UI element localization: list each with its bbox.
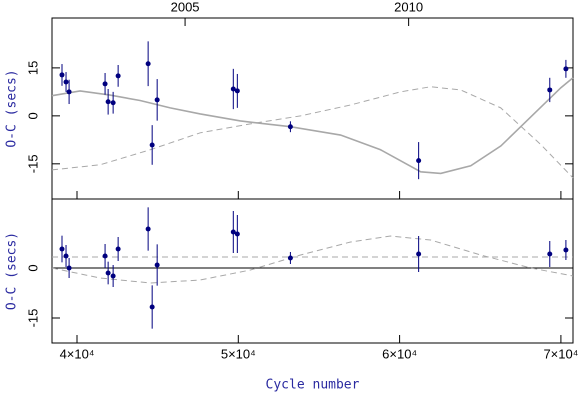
model-curve [51, 235, 574, 284]
x-tick-label: 5×10⁴ [221, 346, 256, 361]
data-point [66, 265, 72, 271]
data-point [59, 246, 65, 252]
data-point [547, 251, 553, 257]
data-point [563, 66, 569, 72]
data-point [416, 251, 422, 257]
data-point [110, 273, 116, 279]
data-point [102, 253, 108, 259]
x2-tick-label: 2010 [394, 0, 423, 14]
x-tick-label: 6×10⁴ [382, 346, 417, 361]
data-point [59, 72, 65, 78]
panel-frame [51, 198, 574, 344]
x2-tick-label: 2005 [171, 0, 200, 14]
data-point [105, 99, 111, 105]
y-axis-label: O-C (secs) [5, 69, 20, 147]
data-point [105, 270, 111, 276]
y-axis-label: O-C (secs) [5, 232, 20, 310]
data-point [149, 142, 155, 148]
data-point [230, 229, 236, 235]
data-point [154, 97, 160, 103]
data-point [563, 247, 569, 253]
data-point [115, 246, 121, 252]
x-tick-label: 4×10⁴ [60, 346, 95, 361]
data-point [110, 100, 116, 106]
y-tick-label: -15 [25, 309, 40, 328]
y-tick-label: 15 [25, 61, 40, 75]
data-point [287, 255, 293, 261]
data-point [63, 253, 69, 259]
x-axis-label: Cycle number [266, 378, 360, 393]
data-point [547, 87, 553, 93]
data-point [234, 231, 240, 237]
data-point [102, 81, 108, 87]
y-tick-label: -15 [25, 154, 40, 173]
model-curve [51, 86, 574, 179]
data-point [154, 262, 160, 268]
data-point [66, 89, 72, 95]
data-point [145, 226, 151, 232]
data-point [63, 79, 69, 85]
data-point [416, 158, 422, 164]
data-point [145, 61, 151, 67]
model-curve [51, 77, 574, 175]
data-point [234, 88, 240, 94]
panel-frame [51, 17, 574, 200]
data-point [287, 124, 293, 130]
y-tick-label: 0 [25, 112, 40, 119]
x-tick-label: 7×10⁴ [543, 346, 578, 361]
data-point [230, 86, 236, 92]
data-point [149, 304, 155, 310]
y-tick-label: 0 [25, 264, 40, 271]
data-point [115, 73, 121, 79]
